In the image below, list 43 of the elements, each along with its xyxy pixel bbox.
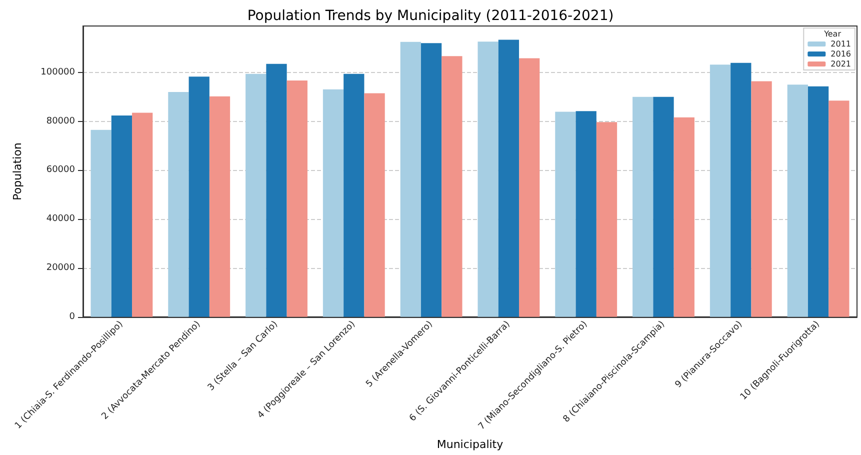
bar bbox=[555, 112, 576, 317]
bar bbox=[246, 74, 266, 317]
bar bbox=[519, 58, 540, 317]
y-tick-label: 60000 bbox=[46, 165, 76, 176]
x-axis-title: Municipality bbox=[436, 438, 504, 451]
bar bbox=[730, 62, 752, 317]
bar bbox=[808, 86, 829, 317]
bar bbox=[576, 111, 596, 317]
y-tick-label: 20000 bbox=[46, 263, 76, 274]
y-tick-label: 40000 bbox=[46, 214, 76, 224]
bar bbox=[420, 43, 442, 317]
bar bbox=[710, 64, 731, 317]
y-tick-label: 100000 bbox=[40, 67, 76, 78]
bar bbox=[498, 40, 520, 317]
bar bbox=[286, 80, 308, 317]
bar bbox=[653, 96, 674, 317]
bar bbox=[322, 89, 344, 317]
bar bbox=[596, 122, 618, 317]
y-tick-label: 80000 bbox=[46, 116, 76, 126]
bar bbox=[632, 96, 654, 317]
chart-title: Population Trends by Municipality (2011-2016-2021) bbox=[247, 8, 614, 24]
bar bbox=[364, 93, 385, 317]
bar bbox=[168, 92, 189, 317]
bar bbox=[111, 115, 132, 317]
bar bbox=[344, 74, 364, 317]
bar bbox=[266, 64, 287, 317]
y-tick-label: 0 bbox=[69, 312, 76, 322]
legend-title: Year bbox=[823, 30, 842, 38]
bar bbox=[751, 81, 772, 317]
bar bbox=[442, 56, 462, 317]
bar bbox=[188, 76, 210, 317]
bar bbox=[478, 42, 498, 317]
bar bbox=[787, 84, 808, 317]
legend-label: 2016 bbox=[830, 50, 851, 58]
bar bbox=[828, 100, 850, 317]
bar bbox=[132, 112, 153, 317]
bar bbox=[209, 96, 230, 317]
legend-label: 2011 bbox=[830, 40, 851, 48]
legend-label: 2021 bbox=[830, 60, 851, 68]
bar bbox=[674, 117, 694, 317]
bar bbox=[90, 130, 112, 317]
bar bbox=[400, 42, 421, 317]
y-axis-title: Population bbox=[11, 142, 24, 200]
